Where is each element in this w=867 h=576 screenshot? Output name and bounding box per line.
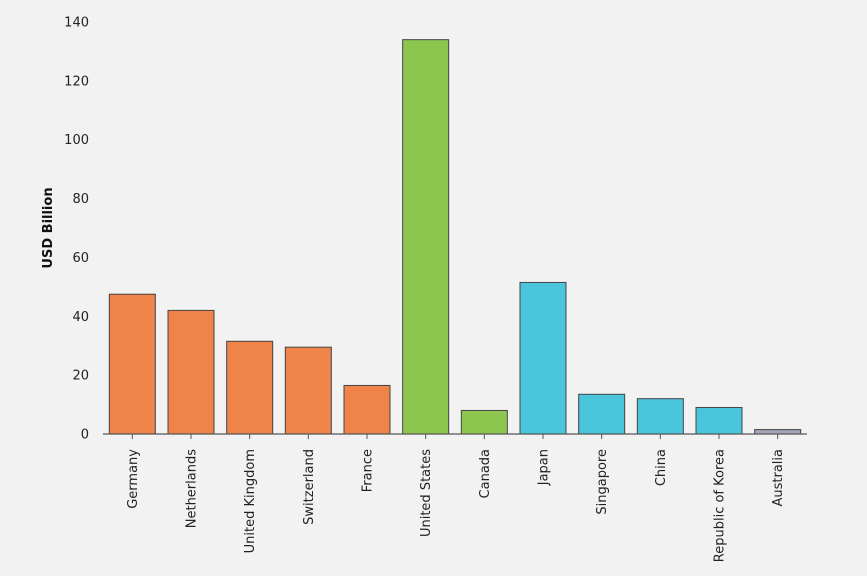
x-tick-label: Netherlands [185, 449, 200, 528]
y-axis: 0 20 40 60 80 100 120 140 [64, 16, 89, 443]
bar-united-kingdom [226, 340, 274, 435]
y-tick-label: 20 [72, 369, 89, 384]
bar-republic-of-korea [695, 407, 743, 435]
bar-australia [754, 429, 802, 435]
y-tick-label: 80 [72, 192, 89, 207]
bar-united-states [402, 39, 450, 435]
y-tick-label: 0 [81, 428, 89, 443]
x-axis: Germany Netherlands United Kingdom Switzerl… [126, 434, 786, 562]
bar-canada [460, 409, 508, 435]
y-axis-label: USD Billion [41, 187, 56, 268]
x-tick-label: Japan [537, 449, 552, 486]
y-tick-label: 120 [64, 74, 89, 89]
x-tick-label: Australia [771, 449, 786, 507]
bar-germany [108, 293, 156, 435]
x-tick-label: Canada [478, 449, 493, 498]
x-tick-label: France [361, 449, 376, 492]
y-tick-label: 60 [72, 251, 89, 266]
y-tick-label: 100 [64, 133, 89, 148]
y-tick-label: 40 [72, 310, 89, 325]
x-tick-label: United Kingdom [243, 449, 258, 553]
bar-france [343, 384, 391, 435]
bar-netherlands [167, 309, 215, 435]
x-tick-label: Singapore [595, 449, 610, 515]
x-tick-label: United States [419, 449, 434, 537]
bar-japan [519, 281, 567, 435]
x-tick-label: Republic of Korea [713, 449, 728, 562]
y-tick-label: 140 [64, 16, 89, 31]
x-tick-label: China [654, 449, 669, 486]
x-tick-label: Germany [126, 449, 141, 509]
bar-china [636, 398, 684, 435]
x-tick-label: Switzerland [302, 449, 317, 525]
bar-switzerland [284, 346, 332, 435]
bar-singapore [578, 393, 626, 435]
bars [108, 39, 802, 435]
